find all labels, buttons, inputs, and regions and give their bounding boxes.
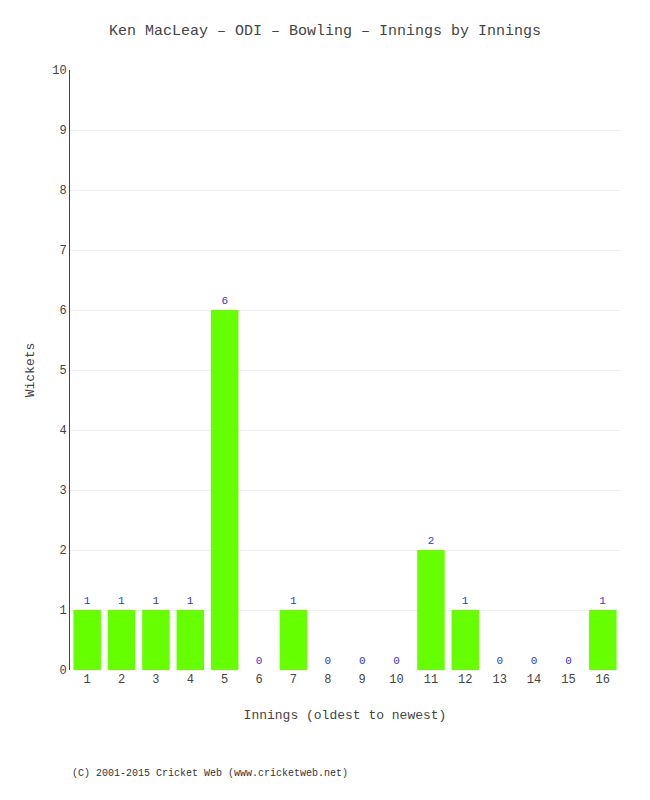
svg-text:10: 10 bbox=[389, 673, 403, 687]
svg-text:Wickets: Wickets bbox=[23, 343, 38, 398]
svg-text:6: 6 bbox=[59, 304, 66, 318]
svg-text:11: 11 bbox=[424, 673, 438, 687]
svg-text:15: 15 bbox=[561, 673, 575, 687]
svg-text:1: 1 bbox=[118, 595, 125, 607]
svg-text:13: 13 bbox=[492, 673, 506, 687]
svg-text:1: 1 bbox=[84, 673, 91, 687]
svg-text:3: 3 bbox=[152, 673, 159, 687]
svg-text:7: 7 bbox=[59, 244, 66, 258]
svg-text:16: 16 bbox=[596, 673, 610, 687]
svg-text:2: 2 bbox=[428, 535, 435, 547]
svg-text:1: 1 bbox=[599, 595, 606, 607]
svg-text:3: 3 bbox=[59, 484, 66, 498]
svg-text:1: 1 bbox=[84, 595, 91, 607]
svg-text:0: 0 bbox=[59, 664, 66, 678]
svg-text:1: 1 bbox=[290, 595, 297, 607]
svg-text:6: 6 bbox=[255, 673, 262, 687]
svg-text:1: 1 bbox=[462, 595, 469, 607]
svg-text:9: 9 bbox=[59, 124, 66, 138]
svg-text:0: 0 bbox=[393, 655, 400, 667]
svg-text:4: 4 bbox=[187, 673, 194, 687]
svg-text:0: 0 bbox=[565, 655, 572, 667]
svg-text:1: 1 bbox=[187, 595, 194, 607]
svg-text:1: 1 bbox=[59, 604, 66, 618]
svg-text:5: 5 bbox=[221, 673, 228, 687]
svg-text:12: 12 bbox=[458, 673, 472, 687]
svg-text:0: 0 bbox=[359, 655, 366, 667]
svg-text:2: 2 bbox=[59, 544, 66, 558]
svg-text:1: 1 bbox=[152, 595, 159, 607]
svg-text:0: 0 bbox=[531, 655, 538, 667]
svg-text:(C) 2001-2015 Cricket Web (www: (C) 2001-2015 Cricket Web (www.cricketwe… bbox=[72, 768, 348, 779]
svg-text:2: 2 bbox=[118, 673, 125, 687]
svg-text:10: 10 bbox=[52, 64, 66, 78]
svg-text:4: 4 bbox=[59, 424, 66, 438]
svg-text:8: 8 bbox=[59, 184, 66, 198]
svg-text:0: 0 bbox=[256, 655, 263, 667]
svg-text:Innings (oldest to newest): Innings (oldest to newest) bbox=[244, 708, 447, 723]
svg-text:5: 5 bbox=[59, 364, 66, 378]
svg-text:0: 0 bbox=[325, 655, 332, 667]
svg-text:0: 0 bbox=[496, 655, 503, 667]
svg-text:14: 14 bbox=[527, 673, 541, 687]
svg-text:Ken MacLeay – ODI – Bowling –: Ken MacLeay – ODI – Bowling – Innings by… bbox=[109, 23, 541, 40]
svg-text:9: 9 bbox=[359, 673, 366, 687]
svg-text:7: 7 bbox=[290, 673, 297, 687]
svg-text:6: 6 bbox=[221, 295, 228, 307]
svg-text:8: 8 bbox=[324, 673, 331, 687]
